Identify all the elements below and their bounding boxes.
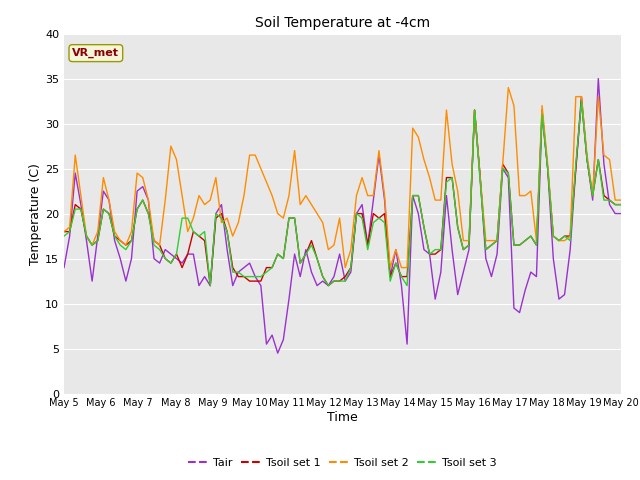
X-axis label: Time: Time	[327, 411, 358, 424]
Text: VR_met: VR_met	[72, 48, 119, 58]
Legend: Tair, Tsoil set 1, Tsoil set 2, Tsoil set 3: Tair, Tsoil set 1, Tsoil set 2, Tsoil se…	[184, 453, 501, 472]
Title: Soil Temperature at -4cm: Soil Temperature at -4cm	[255, 16, 430, 30]
Y-axis label: Temperature (C): Temperature (C)	[29, 163, 42, 264]
